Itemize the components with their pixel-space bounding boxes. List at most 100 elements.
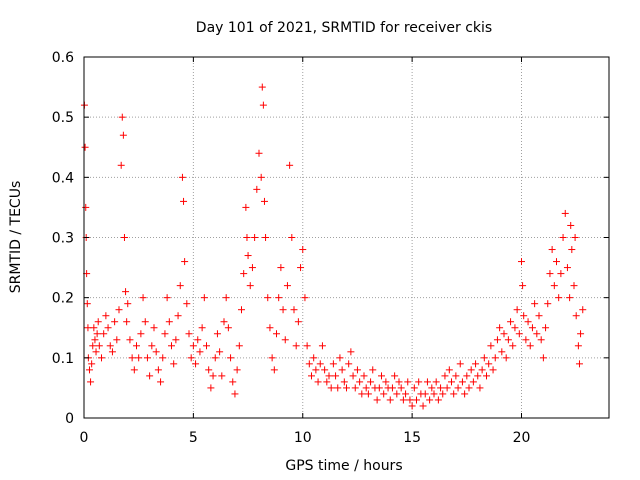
data-point (194, 336, 202, 344)
data-point (360, 372, 368, 380)
data-point (504, 336, 512, 344)
data-point (251, 234, 259, 241)
data-point (94, 318, 102, 326)
y-tick-label: 0.1 (52, 351, 74, 367)
data-point (161, 330, 169, 338)
y-tick-label: 0.6 (52, 50, 74, 66)
data-point (154, 366, 162, 374)
data-point (178, 173, 186, 181)
data-point (579, 306, 587, 314)
data-point (426, 396, 434, 404)
data-point (522, 336, 530, 344)
data-point (336, 354, 344, 362)
data-point (176, 282, 184, 290)
data-point (338, 366, 346, 374)
data-point (434, 396, 442, 404)
data-point (95, 342, 103, 350)
chart-title: Day 101 of 2021, SRMTID for receiver cki… (196, 20, 492, 36)
data-point (327, 384, 335, 392)
data-point (89, 342, 97, 350)
y-axis-label: SRMTID / TECUs (8, 181, 24, 294)
data-point (290, 306, 298, 314)
data-point (303, 342, 311, 350)
x-tick-label: 5 (189, 430, 198, 446)
data-point (364, 390, 372, 398)
data-point (351, 384, 359, 392)
data-point (553, 258, 560, 266)
data-point (544, 300, 552, 308)
data-point (507, 318, 515, 326)
data-point (248, 264, 256, 272)
data-point (519, 282, 527, 290)
data-point (172, 336, 180, 344)
data-point (312, 366, 320, 374)
data-point (165, 318, 173, 326)
data-point (369, 366, 377, 374)
data-point (329, 360, 337, 368)
data-point (238, 306, 245, 314)
data-point (570, 282, 578, 290)
data-point (137, 330, 145, 338)
data-point (92, 348, 100, 356)
data-point (476, 384, 484, 392)
data-point (575, 360, 583, 368)
data-point (491, 354, 499, 362)
x-tick-label: 20 (513, 430, 531, 446)
data-point (205, 366, 213, 374)
data-point (222, 294, 230, 302)
data-point (270, 366, 278, 374)
data-point (262, 234, 270, 241)
data-point (122, 288, 130, 296)
data-point (93, 330, 101, 338)
data-point (174, 312, 182, 320)
data-point (430, 390, 438, 398)
data-point (279, 306, 287, 314)
x-tick-label: 0 (80, 430, 89, 446)
data-point (408, 402, 416, 410)
data-point (323, 378, 331, 386)
data-point (448, 378, 455, 386)
data-point (568, 246, 576, 254)
data-point (87, 378, 95, 386)
data-point (413, 396, 420, 404)
data-point (458, 378, 466, 386)
y-tick-label: 0.2 (52, 291, 74, 307)
data-point (213, 330, 221, 338)
data-point (402, 390, 410, 398)
data-point (443, 384, 451, 392)
y-tick-label: 0.3 (52, 231, 74, 247)
data-point (227, 354, 235, 362)
data-point (561, 209, 569, 217)
data-point (84, 324, 92, 332)
data-point (567, 221, 575, 229)
data-point (220, 318, 228, 326)
data-point (432, 378, 440, 386)
x-tick-label: 10 (294, 430, 312, 446)
data-point (559, 234, 567, 241)
data-point (467, 366, 475, 374)
data-point (572, 312, 580, 320)
data-point (382, 378, 390, 386)
data-point (528, 324, 536, 332)
data-point (146, 372, 154, 380)
data-point (340, 378, 348, 386)
y-tick-label: 0.4 (52, 170, 74, 186)
data-point (498, 348, 506, 356)
data-point (211, 354, 219, 362)
data-point (393, 390, 401, 398)
data-point (367, 378, 375, 386)
data-points (80, 83, 587, 410)
data-point (555, 294, 563, 302)
data-point (224, 324, 232, 332)
data-point (111, 318, 119, 326)
data-point (334, 384, 342, 392)
data-point (515, 330, 523, 338)
data-point (397, 384, 405, 392)
data-point (474, 372, 482, 380)
data-point (108, 348, 116, 356)
data-point (118, 113, 126, 121)
data-point (318, 342, 326, 350)
data-point (159, 354, 167, 362)
data-point (345, 360, 353, 368)
